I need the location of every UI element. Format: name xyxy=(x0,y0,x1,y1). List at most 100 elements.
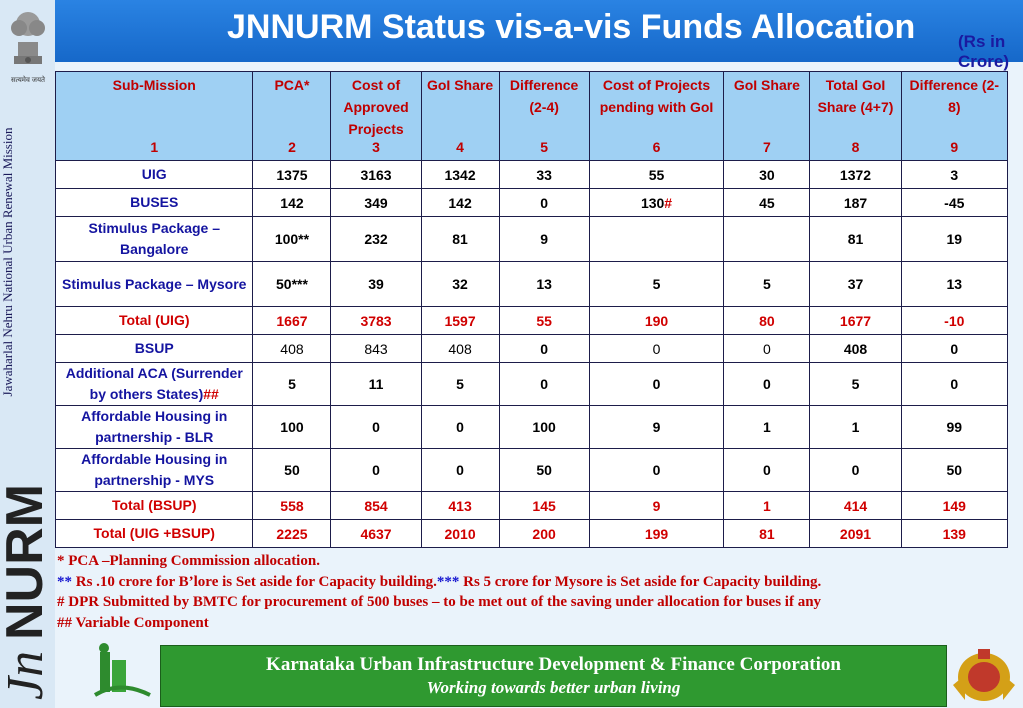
footnote-mark: # xyxy=(664,194,673,211)
value-cell: 30 xyxy=(723,160,811,189)
value-text: 3 xyxy=(950,166,959,183)
value-text: 1375 xyxy=(276,166,308,183)
value-text: 2091 xyxy=(839,525,872,542)
value-cell: 2010 xyxy=(420,519,500,548)
value-cell: 1372 xyxy=(809,160,902,189)
value-cell: 9 xyxy=(498,216,590,262)
column-header-label: Cost of Approved Projects xyxy=(343,77,409,137)
value-cell: 3 xyxy=(900,160,1009,189)
value-text: 349 xyxy=(364,194,388,211)
column-header: Difference (2-8) 9 xyxy=(900,71,1009,161)
column-header-label: PCA* xyxy=(274,77,310,93)
table-row: BSUP 408 843 408 0 0 0 408 0 xyxy=(54,334,1009,363)
value-cell: 9 xyxy=(588,405,725,449)
value-cell: 13 xyxy=(900,261,1009,307)
national-emblem-icon: सत्यमेव जयते xyxy=(11,12,46,84)
value-cell: 1 xyxy=(723,405,811,449)
value-text: 408 xyxy=(843,340,868,357)
value-text: 3783 xyxy=(360,312,392,329)
value-text: 5 xyxy=(851,376,860,392)
value-cell: 3783 xyxy=(330,306,422,335)
value-cell: 1597 xyxy=(420,306,500,335)
value-cell: 0 xyxy=(723,448,811,492)
value-text: 30 xyxy=(759,166,775,183)
funds-table: Sub-Mission 1 PCA* 2 Cost of Approved Projec… xyxy=(54,71,1009,548)
value-cell: 1375 xyxy=(252,160,332,189)
value-cell: 145 xyxy=(498,491,590,520)
note-mark-3star: *** xyxy=(436,573,460,590)
value-cell: 854 xyxy=(330,491,422,520)
sub-mission-cell: Stimulus Package – Bangalore xyxy=(54,216,254,262)
column-header-label: Total GoI Share (4+7) xyxy=(817,77,894,115)
note-dpr: # DPR Submitted by BMTC for procurement … xyxy=(57,594,822,610)
kuidfc-logo-icon xyxy=(93,643,151,697)
value-cell: 0 xyxy=(588,362,725,406)
value-cell: 100** xyxy=(252,216,332,262)
value-text: 5 xyxy=(456,376,464,392)
value-text: 1 xyxy=(763,419,771,435)
sidebar-vertical-text: Jawaharlal Nehru National Urban Renewal … xyxy=(0,127,15,397)
value-cell: 55 xyxy=(588,160,725,189)
column-header-number: 4 xyxy=(456,139,464,155)
table-row: Additional ACA (Surrender by others Stat… xyxy=(54,362,1009,406)
value-text: 843 xyxy=(364,340,388,357)
sub-mission-cell: BUSES xyxy=(54,188,254,217)
value-text: 50 xyxy=(284,462,300,478)
sub-mission-cell: Total (UIG) xyxy=(54,306,254,335)
value-text: 99 xyxy=(946,419,963,435)
value-text: 1677 xyxy=(839,312,872,329)
svg-text:Jn: Jn xyxy=(0,651,54,700)
footnotes: * PCA –Planning Commission allocation. *… xyxy=(57,551,957,633)
column-header-number: 2 xyxy=(288,139,296,155)
value-cell: 1 xyxy=(723,491,811,520)
value-text: 139 xyxy=(942,525,966,542)
value-text: 0 xyxy=(372,419,380,435)
table-row: Total (BSUP) 558 854 413 145 9 1 414 149 xyxy=(54,491,1009,520)
column-header-label: Difference (2-4) xyxy=(509,77,579,115)
value-text: 414 xyxy=(843,497,868,514)
value-cell: 37 xyxy=(809,261,902,307)
value-text: 55 xyxy=(648,166,665,183)
value-text: 13 xyxy=(946,276,963,292)
value-text: 45 xyxy=(759,194,775,211)
column-header-number: 6 xyxy=(652,139,661,155)
column-header-label: Sub-Mission xyxy=(112,77,196,93)
value-text: 1597 xyxy=(444,312,476,329)
value-text: 0 xyxy=(763,340,771,357)
value-text: 55 xyxy=(536,312,552,329)
note-mark-2star: ** xyxy=(57,573,72,590)
value-text: 0 xyxy=(456,462,464,478)
value-cell: 45 xyxy=(723,188,811,217)
value-text: 5 xyxy=(763,276,771,292)
svg-text:NURM: NURM xyxy=(0,484,54,640)
value-text: 854 xyxy=(364,497,388,514)
value-cell: 39 xyxy=(330,261,422,307)
column-header-label: Difference (2-8) xyxy=(909,77,1000,115)
value-cell: 50*** xyxy=(252,261,332,307)
value-text: 0 xyxy=(540,194,548,211)
value-cell: 408 xyxy=(252,334,332,363)
value-text: 9 xyxy=(652,497,661,514)
value-text: 0 xyxy=(652,462,661,478)
value-text: 9 xyxy=(540,231,548,247)
value-text: 50 xyxy=(536,462,552,478)
value-cell: 32 xyxy=(420,261,500,307)
value-cell: 2091 xyxy=(809,519,902,548)
value-text: 232 xyxy=(364,231,388,247)
note-pca: * PCA –Planning Commission allocation. xyxy=(57,553,320,569)
sidebar: सत्यमेव जयते Jawaharlal Nehru National U… xyxy=(0,0,55,708)
table-row: Total (UIG +BSUP) 2225 4637 2010 200 199 81 209… xyxy=(54,519,1009,548)
value-cell: 187 xyxy=(809,188,902,217)
value-text: 100 xyxy=(280,419,304,435)
value-text: 0 xyxy=(652,376,661,392)
value-cell: 142 xyxy=(252,188,332,217)
value-text: 558 xyxy=(280,497,304,514)
sub-mission-cell: Additional ACA (Surrender by others Stat… xyxy=(54,362,254,406)
title-bar: JNNURM Status vis-a-vis Funds Allocation… xyxy=(55,0,1023,71)
value-text: 1 xyxy=(851,419,860,435)
value-cell: 0 xyxy=(498,334,590,363)
sub-mission-cell: UIG xyxy=(54,160,254,189)
sub-mission-label: Total (UIG +BSUP) xyxy=(93,525,215,541)
footer-banner: Karnataka Urban Infrastructure Developme… xyxy=(160,645,947,707)
emblem-motto: सत्यमेव जयते xyxy=(11,75,46,84)
